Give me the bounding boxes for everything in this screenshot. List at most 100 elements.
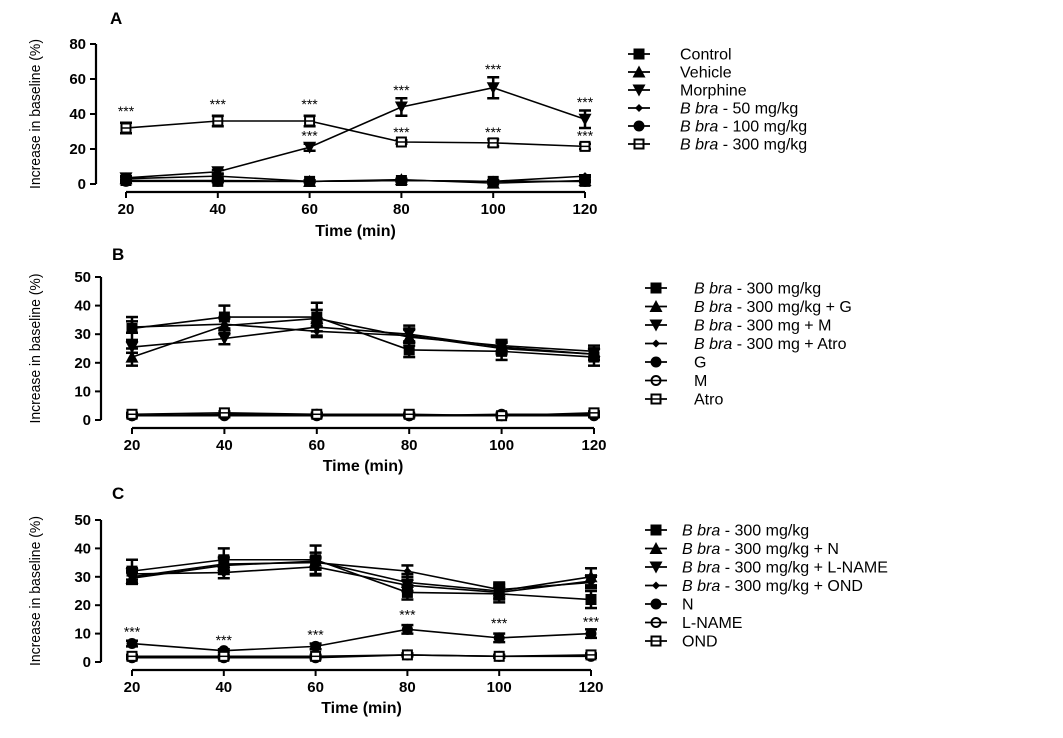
data-point	[212, 175, 224, 187]
legend-marker	[650, 356, 662, 368]
panel-b-x-tick-label: 80	[401, 437, 418, 454]
legend-label: B bra - 300 mg/kg	[694, 281, 821, 298]
legend-label: B bra - 300 mg/kg	[682, 523, 809, 540]
significance-marker: ***	[485, 124, 502, 140]
significance-marker: ***	[577, 94, 594, 110]
data-point	[486, 82, 500, 95]
data-point	[578, 113, 592, 126]
panel-a-x-tick-label: 60	[301, 201, 318, 218]
panel-c-y-axis-title: Increase in baseline (%)	[27, 516, 44, 666]
data-point	[590, 350, 598, 359]
legend-marker	[652, 339, 660, 348]
data-point	[487, 175, 499, 187]
legend-label: B bra - 300 mg + M	[694, 318, 831, 335]
series-line	[125, 86, 586, 179]
panel-b-y-tick-label: 30	[74, 326, 91, 343]
data-point	[220, 320, 229, 329]
series-line	[132, 654, 592, 658]
data-point	[579, 175, 591, 187]
panel-c-series-2	[125, 557, 598, 600]
legend-label: G	[694, 355, 706, 372]
panel-c-x-tick-label: 60	[307, 679, 324, 696]
data-point	[128, 323, 136, 332]
panel-c: C 0 10 20 30 40 50 20 40 60 80 100 120 Time (min) Incr…	[27, 484, 888, 717]
panel-a-x-tick-label: 20	[118, 201, 135, 218]
panel-a-y-tick-label: 20	[69, 141, 86, 158]
legend-marker	[635, 104, 643, 112]
legend-label: Control	[680, 47, 732, 64]
panel-c-y-tick-label: 20	[74, 597, 91, 614]
panel-a-y-tick-label: 40	[69, 106, 86, 123]
data-point	[401, 586, 413, 598]
panel-a-x-tick-label: 120	[572, 201, 597, 218]
data-point	[304, 175, 316, 187]
legend-marker	[650, 524, 662, 536]
legend-label: L-NAME	[682, 615, 742, 632]
panel-b-x-axis-title: Time (min)	[323, 458, 404, 475]
panel-c-x-tick-label: 40	[215, 679, 232, 696]
legend-label: Morphine	[680, 83, 747, 100]
significance-marker: ***	[118, 103, 135, 119]
panel-c-legend: B bra - 300 mg/kgB bra - 300 mg/kg + N B …	[645, 523, 888, 651]
panel-c-series-6	[126, 649, 597, 662]
data-point	[303, 141, 317, 154]
series-line	[125, 120, 586, 148]
significance-marker: ***	[301, 127, 318, 143]
series-line	[131, 323, 595, 356]
panel-a-series-4	[120, 175, 591, 187]
panel-b-x-tick-label: 20	[124, 437, 141, 454]
panel-a-y-axis-title: Increase in baseline (%)	[27, 39, 44, 189]
panel-b-x-tick-label: 60	[308, 437, 325, 454]
panel-c-x-axis-title: Time (min)	[321, 700, 402, 717]
legend-label: B bra - 50 mg/kg	[680, 101, 798, 118]
panel-b-y-tick-label: 50	[74, 269, 91, 286]
legend-marker	[650, 282, 662, 294]
significance-marker: ***	[577, 127, 594, 143]
legend-label: B bra - 300 mg/kg + OND	[682, 578, 863, 595]
panel-c-x-tick-label: 20	[124, 679, 141, 696]
legend-label: Atro	[694, 392, 723, 409]
legend-label: B bra - 300 mg + Atro	[694, 336, 847, 353]
panel-b-legend: B bra - 300 mg/kgB bra - 300 mg/kg + G B …	[645, 281, 852, 409]
data-point	[217, 332, 231, 345]
data-point	[312, 327, 321, 336]
data-point	[495, 585, 504, 594]
panel-b: B 0 10 20 30 40 50 20 40 60 80 100 120 Time (min) Incr…	[27, 245, 852, 475]
series-line	[131, 317, 595, 358]
legend-marker	[649, 542, 663, 554]
panel-c-label: C	[112, 484, 124, 503]
significance-marker: ***	[393, 82, 410, 98]
panel-b-y-axis-title: Increase in baseline (%)	[27, 274, 44, 424]
panel-b-label: B	[112, 245, 124, 264]
panel-a-series-5	[120, 114, 591, 152]
legend-label: B bra - 300 mg/kg	[680, 137, 807, 154]
panel-c-y-tick-label: 40	[74, 540, 91, 557]
legend-marker	[633, 120, 645, 132]
data-point	[219, 560, 228, 569]
legend-marker	[649, 319, 663, 332]
panel-b-y-tick-label: 40	[74, 298, 91, 315]
panel-a-y-tick-label: 80	[69, 36, 86, 53]
panel-c-series-4	[126, 623, 597, 657]
significance-marker: ***	[583, 614, 600, 630]
panel-a-x-tick-label: 40	[209, 201, 226, 218]
data-point	[585, 594, 597, 606]
panel-c-y-tick-label: 10	[74, 626, 91, 643]
data-point	[403, 567, 412, 576]
significance-marker: ***	[491, 615, 508, 631]
data-point	[128, 572, 136, 581]
panel-a-y-tick-label: 0	[78, 176, 86, 193]
series-line	[131, 326, 595, 356]
panel-b-x-tick-label: 120	[581, 437, 606, 454]
panel-c-y-tick-label: 30	[74, 569, 91, 586]
series-line	[131, 412, 595, 417]
panel-b-y-tick-label: 20	[74, 355, 91, 372]
panel-b-x-tick-label: 100	[489, 437, 514, 454]
data-point	[400, 579, 414, 592]
data-point	[211, 166, 225, 179]
data-point	[405, 331, 414, 340]
series-line	[131, 628, 592, 652]
panel-c-x-tick-label: 120	[578, 679, 603, 696]
